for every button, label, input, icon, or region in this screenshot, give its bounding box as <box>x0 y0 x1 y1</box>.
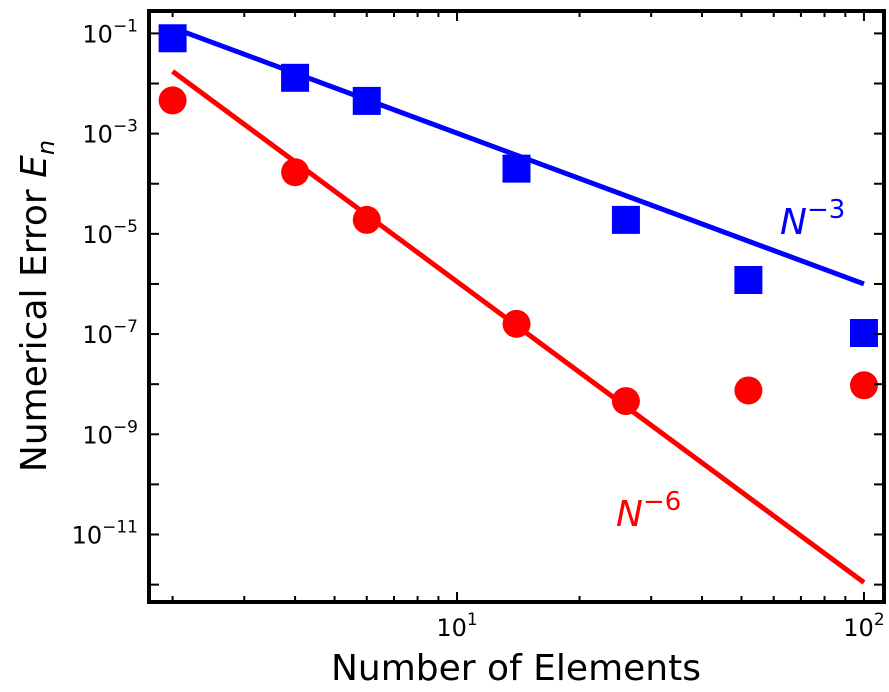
x-axis-ticks: 101 102 <box>171 11 885 642</box>
red-fit-label-exp: −6 <box>643 487 681 517</box>
y-axis-label-sub: n <box>32 140 60 155</box>
circle-marker <box>611 387 640 416</box>
circle-marker <box>502 309 531 338</box>
square-marker <box>611 205 640 234</box>
circle-marker <box>734 376 763 405</box>
y-axis-label: Numerical Error En <box>14 140 60 472</box>
square-marker <box>502 154 531 183</box>
square-marker <box>158 24 187 53</box>
y-tick-label: 10−9 <box>82 417 138 449</box>
x-tick-label: 101 <box>436 610 477 642</box>
square-marker <box>281 63 310 92</box>
circle-marker <box>158 86 187 115</box>
red-fit-label: N−6 <box>616 487 681 535</box>
y-tick-label: 10−3 <box>82 117 138 149</box>
circle-marker <box>281 158 310 187</box>
x-tick-label: 102 <box>843 610 884 642</box>
y-tick-label: 10−1 <box>82 16 138 48</box>
blue-fit-label-base: N <box>780 202 807 243</box>
blue-fit-label-exp: −3 <box>807 195 845 225</box>
square-marker <box>734 265 763 294</box>
circle-marker <box>849 371 878 400</box>
y-axis-ticks: 10−1 10−3 10−5 10−7 10−9 10−11 <box>72 16 884 586</box>
plot-marks <box>158 24 878 585</box>
y-axis-label-main: Numerical Error <box>14 178 55 472</box>
square-marker <box>849 319 878 348</box>
y-tick-label: 10−11 <box>72 518 138 550</box>
y-axis-label-var: E <box>14 155 55 178</box>
circle-marker <box>352 205 381 234</box>
square-marker <box>352 86 381 115</box>
plot-frame <box>147 9 886 604</box>
y-tick-label: 10−7 <box>82 317 138 349</box>
red-fit-label-base: N <box>616 494 643 535</box>
blue-fit-label: N−3 <box>780 195 845 243</box>
y-tick-label: 10−5 <box>82 217 138 249</box>
x-axis-label: Number of Elements <box>331 648 701 689</box>
